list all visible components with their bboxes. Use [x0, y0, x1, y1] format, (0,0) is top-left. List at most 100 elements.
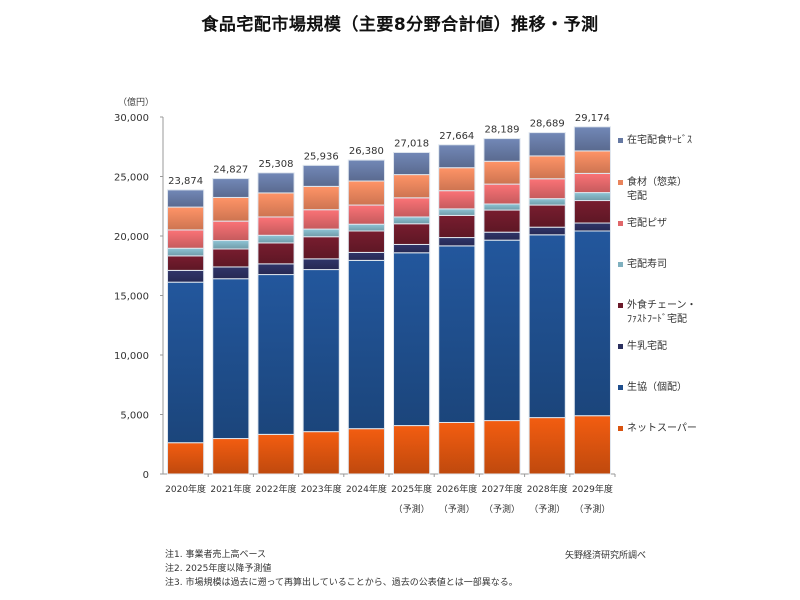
bar-segment: [257, 192, 295, 218]
bar-segment: [483, 138, 521, 162]
legend-swatch: [618, 220, 623, 226]
bar-segment: [438, 421, 476, 475]
legend: 在宅配食ｻｰﾋﾞｽ 食材（惣菜） 宅配 宅配ピザ 宅配寿司 外食チェーン・ ﾌｧ…: [618, 0, 798, 600]
y-axis-unit-label: （億円）: [118, 98, 155, 108]
bar-segment: [302, 164, 340, 187]
y-tick-label: 20,000: [114, 232, 149, 243]
bar-segment: [438, 208, 476, 216]
legend-swatch: [618, 343, 623, 349]
bar-segment: [347, 223, 385, 232]
bar-segment: [302, 209, 340, 230]
bar-stack-4: [347, 159, 385, 475]
legend-swatch: [618, 302, 623, 308]
bar-segment: [528, 234, 566, 419]
bar-segment: [438, 144, 476, 169]
bar-segment: [483, 203, 521, 211]
bar-segment: [212, 438, 250, 475]
x-tick-label: 2028年度: [527, 483, 568, 495]
note-3: 注3. 市場規模は過去に遡って再算出していることから、過去の公表値とは一部異なる…: [165, 578, 518, 588]
x-tick-sublabel: （予測）: [439, 503, 475, 515]
bar-stack-5: [393, 151, 431, 475]
bar-segment: [167, 442, 205, 475]
legend-label: 宅配ピザ: [627, 218, 667, 229]
x-tick-label: 2021年度: [210, 483, 251, 495]
bar-segment: [167, 189, 205, 208]
bar-segment: [212, 248, 250, 268]
x-tick-label: 2023年度: [301, 483, 342, 495]
bar-segment: [212, 278, 250, 440]
bar-segment: [483, 239, 521, 422]
legend-item-milk: 牛乳宅配: [618, 340, 667, 354]
total-label: 25,308: [259, 159, 294, 170]
bar-stack-8: [528, 132, 566, 475]
chart-title: 食品宅配市場規模（主要8分野合計値）推移・予測: [201, 15, 599, 35]
bar-segment: [347, 180, 385, 206]
bar-segment: [257, 263, 295, 276]
bar-segment: [573, 192, 611, 202]
bar-segment: [302, 185, 340, 211]
bar-segment: [393, 174, 431, 199]
bar-segment: [167, 255, 205, 271]
total-label: 27,664: [439, 131, 474, 142]
bar-segment: [528, 417, 566, 475]
bar-segment: [257, 234, 295, 244]
bar-segment: [212, 266, 250, 280]
legend-label: 外食チェーン・: [627, 300, 697, 311]
bar-segment: [302, 269, 340, 433]
bar-segment: [528, 204, 566, 228]
x-tick-sublabel: （予測）: [529, 503, 565, 515]
y-tick-label: 15,000: [114, 292, 149, 303]
bar-segment: [257, 172, 295, 194]
bar-stack-9: [573, 126, 611, 475]
note-1: 注1. 事業者売上高ベース: [165, 550, 266, 560]
bar-segment: [573, 172, 611, 194]
x-tick-sublabel: （予測）: [484, 503, 520, 515]
bar-segment: [212, 196, 250, 222]
x-tick-label: 2029年度: [572, 483, 613, 495]
bar-segment: [573, 222, 611, 232]
bar-segment: [302, 431, 340, 475]
legend-item-net-super: ネットスーパー: [618, 422, 697, 436]
bar-segment: [257, 274, 295, 435]
bar-segment: [257, 433, 295, 475]
legend-label: ネットスーパー: [627, 423, 697, 434]
total-label: 23,874: [168, 176, 203, 187]
note-2: 注2. 2025年度以降予測値: [165, 564, 272, 574]
legend-item-pizza: 宅配ピザ: [618, 217, 667, 231]
bar-segment: [347, 259, 385, 430]
bar-segment: [212, 240, 250, 250]
legend-swatch: [618, 425, 623, 431]
bar-segment: [167, 247, 205, 257]
legend-label: 食材（惣菜）: [627, 177, 687, 188]
x-tick-label: 2020年度: [165, 483, 206, 495]
bar-segment: [438, 190, 476, 210]
bar-segment: [573, 150, 611, 174]
bar-segment: [393, 216, 431, 225]
x-tick-sublabel: （予測）: [574, 503, 610, 515]
legend-label-cont: 宅配: [627, 191, 647, 202]
total-label: 27,018: [394, 138, 429, 149]
bar-stack-7: [483, 138, 521, 475]
bar-stack-6: [438, 144, 476, 475]
bar-segment: [573, 415, 611, 475]
bar-stack-2: [257, 172, 295, 475]
bar-segment: [212, 178, 250, 198]
total-label: 29,174: [575, 113, 610, 124]
bar-segment: [438, 245, 476, 423]
bar-segment: [302, 236, 340, 260]
bar-segment: [438, 167, 476, 192]
x-tick-label: 2025年度: [391, 483, 432, 495]
bar-segment: [393, 223, 431, 245]
legend-label: 生協（個配）: [627, 382, 687, 393]
bar-segment: [212, 220, 250, 242]
bar-stack-3: [302, 164, 340, 475]
bar-segment: [393, 197, 431, 218]
legend-label-cont: ﾌｧｽﾄﾌｰﾄﾞ宅配: [627, 314, 687, 325]
legend-item-sushi: 宅配寿司: [618, 258, 667, 272]
total-label: 28,689: [530, 119, 565, 130]
x-tick-label: 2027年度: [482, 483, 523, 495]
legend-swatch: [618, 261, 623, 267]
bar-segment: [483, 183, 521, 205]
bar-segment: [438, 214, 476, 239]
